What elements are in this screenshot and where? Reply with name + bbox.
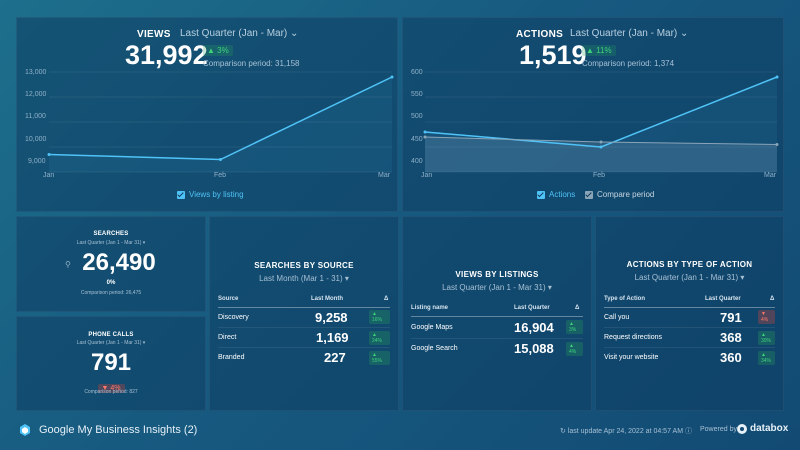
databox-logo-icon xyxy=(20,424,30,436)
series-area xyxy=(425,77,777,172)
searches-tile: SEARCHES Last Quarter (Jan 1 - Mar 31) ▾… xyxy=(16,216,206,312)
dashboard-title[interactable]: Google My Business Insights (2) xyxy=(39,424,198,436)
data-point[interactable] xyxy=(390,75,394,79)
powered-by-label: Powered by xyxy=(700,426,737,433)
searches-by-source-tile: SEARCHES BY SOURCE Last Month (Mar 1 - 3… xyxy=(209,216,399,411)
phone-comparison: Comparison period: 827 xyxy=(84,389,138,395)
views-by-listings-tile: VIEWS BY LISTINGS Last Quarter (Jan 1 - … xyxy=(402,216,592,411)
views-title: VIEWS xyxy=(137,29,171,40)
checkbox-icon xyxy=(537,190,545,199)
phone-title: PHONE CALLS xyxy=(88,332,134,338)
actions-period-dropdown[interactable]: Last Quarter (Jan - Mar) ⌄ xyxy=(570,28,689,39)
actions-ytick: 400 xyxy=(411,158,423,165)
chevron-down-icon: ⌄ xyxy=(680,28,689,39)
data-point[interactable] xyxy=(775,75,779,79)
phone-calls-tile: PHONE CALLS Last Quarter (Jan 1 - Mar 31… xyxy=(16,316,206,411)
actions-ytick: 500 xyxy=(411,113,423,120)
table-row: Visit your website 360 ▲ 34% xyxy=(604,347,775,367)
searches-period-dropdown[interactable]: Last Quarter (Jan 1 - Mar 31) ▾ xyxy=(76,240,146,246)
databox-brand[interactable]: databox xyxy=(737,423,788,434)
actions-comparison: Comparison period: 1,374 xyxy=(582,59,675,68)
actions-ytick: 550 xyxy=(411,91,423,98)
views-ytick: 12,000 xyxy=(25,91,47,98)
data-point[interactable] xyxy=(599,140,603,144)
series-area xyxy=(49,77,392,172)
refresh-icon[interactable]: ↻ xyxy=(560,428,566,435)
phone-period-dropdown[interactable]: Last Quarter (Jan 1 - Mar 31) ▾ xyxy=(76,340,146,346)
type-table-header: Type of Action Last Quarter Δ xyxy=(604,296,775,308)
compare-legend-toggle[interactable]: Compare period xyxy=(585,190,654,199)
checkbox-icon xyxy=(177,190,185,199)
actions-ytick: 600 xyxy=(411,69,423,76)
views-tile: VIEWS Last Quarter (Jan - Mar) ⌄ 31,992 … xyxy=(16,17,398,212)
actions-xtick: Jan xyxy=(421,172,433,179)
actions-ytick: 450 xyxy=(411,136,423,143)
data-point[interactable] xyxy=(219,158,222,161)
listings-period-dropdown[interactable]: Last Quarter (Jan 1 - Mar 31) ▾ xyxy=(442,283,552,292)
actions-value: 1,519 xyxy=(519,40,587,70)
views-xtick: Jan xyxy=(43,172,55,179)
searches-comparison: Comparison period: 26,475 xyxy=(80,290,142,296)
table-row: Discovery 9,258 ▲ 16% xyxy=(218,307,390,327)
views-value: 31,992 xyxy=(125,40,208,70)
source-title: SEARCHES BY SOURCE xyxy=(254,261,354,270)
searches-value: 26,490 xyxy=(82,249,156,276)
table-row: Request directions 368 ▲ 30% xyxy=(604,327,775,347)
data-point[interactable] xyxy=(47,153,51,156)
table-row: Branded 227 ▲ 55% xyxy=(218,347,390,367)
table-row: Call you 791 ▼ 4% xyxy=(604,307,775,327)
last-update: ↻ last update Apr 24, 2022 at 04:57 AM ⓘ xyxy=(560,428,692,435)
info-icon[interactable]: ⓘ xyxy=(684,428,692,435)
compare-area xyxy=(425,137,777,172)
actions-line-chart xyxy=(423,71,779,173)
source-table-header: Source Last Month Δ xyxy=(218,296,390,308)
searches-title: SEARCHES xyxy=(93,231,129,237)
searches-change: 0% xyxy=(106,280,116,286)
actions-title: ACTIONS xyxy=(516,29,564,40)
actions-xtick: Mar xyxy=(764,172,777,179)
listings-table-header: Listing name Last Quarter Δ xyxy=(411,305,583,317)
views-xtick: Mar xyxy=(378,172,391,179)
chevron-down-icon: ⌄ xyxy=(290,28,299,39)
user-icon: ⚲ xyxy=(65,260,71,269)
table-row: Google Maps 16,904 ▲ 3% xyxy=(411,317,583,337)
views-ytick: 13,000 xyxy=(25,69,47,76)
views-comparison: Comparison period: 31,158 xyxy=(203,59,300,68)
views-ytick: 10,000 xyxy=(25,136,47,143)
views-ytick: 9,000 xyxy=(28,158,46,165)
views-change-badge: ▲ 3% xyxy=(203,45,233,56)
type-title: ACTIONS BY TYPE OF ACTION xyxy=(626,260,753,269)
data-point[interactable] xyxy=(599,145,603,149)
data-point[interactable] xyxy=(775,143,779,146)
actions-by-type-tile: ACTIONS BY TYPE OF ACTION Last Quarter (… xyxy=(595,216,784,411)
actions-legend-toggle[interactable]: Actions xyxy=(537,190,575,199)
views-line-chart xyxy=(47,71,394,173)
views-legend-toggle[interactable]: Views by listing xyxy=(177,190,244,199)
views-period-dropdown[interactable]: Last Quarter (Jan - Mar) ⌄ xyxy=(180,28,299,39)
data-point[interactable] xyxy=(423,135,427,139)
source-period-dropdown[interactable]: Last Month (Mar 1 - 31) ▾ xyxy=(259,274,349,283)
table-row: Direct 1,169 ▲ 24% xyxy=(218,327,390,347)
footer-bar: Google My Business Insights (2) ↻ last u… xyxy=(0,414,800,450)
table-row: Google Search 15,088 ▲ 4% xyxy=(411,338,583,358)
actions-tile: ACTIONS Last Quarter (Jan - Mar) ⌄ 1,519… xyxy=(402,17,784,212)
phone-change-badge: ▼ 4% xyxy=(97,384,125,393)
actions-xtick: Feb xyxy=(593,172,606,179)
checkbox-icon xyxy=(585,190,593,199)
listings-title: VIEWS BY LISTINGS xyxy=(455,270,539,279)
data-point[interactable] xyxy=(423,130,427,134)
phone-value: 791 xyxy=(90,349,132,376)
views-xtick: Feb xyxy=(214,172,227,179)
type-period-dropdown[interactable]: Last Quarter (Jan 1 - Mar 31) ▾ xyxy=(634,273,745,282)
databox-mark-icon xyxy=(737,423,747,434)
views-ytick: 11,000 xyxy=(25,113,46,120)
actions-change-badge: ▲ 11% xyxy=(582,45,616,56)
